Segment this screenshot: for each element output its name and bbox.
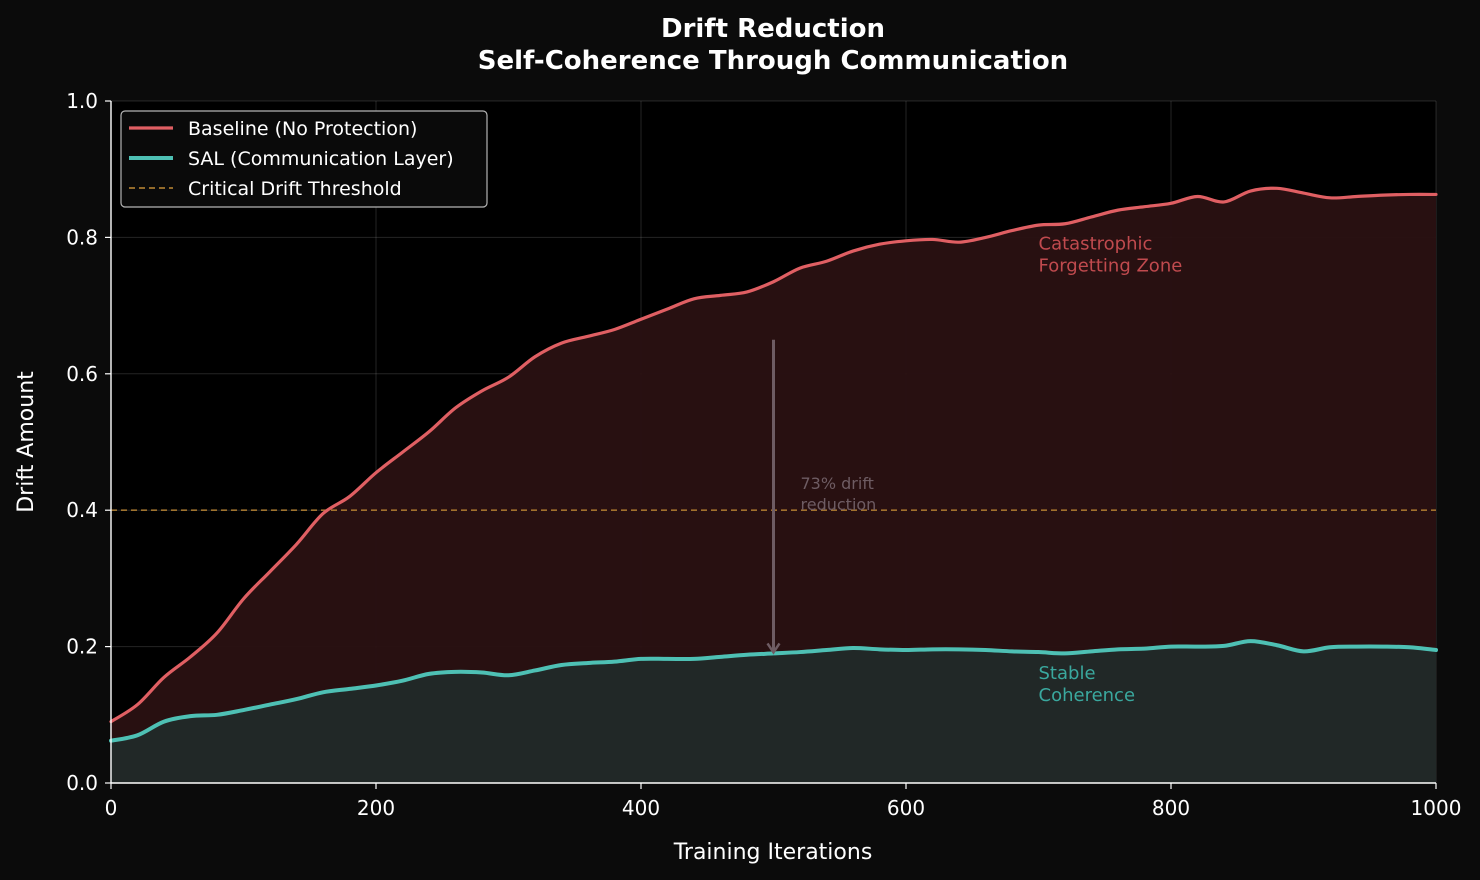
forgetting-zone-label: Catastrophic [1039, 233, 1153, 254]
x-tick-label: 600 [887, 796, 925, 820]
y-tick-label: 0.4 [66, 498, 98, 522]
reduction-label: 73% drift [801, 474, 874, 493]
reduction-label: reduction [801, 495, 877, 514]
baseline-series-line [109, 186, 1438, 724]
y-tick-label: 0.0 [66, 771, 98, 795]
y-tick-label: 0.6 [66, 362, 98, 386]
axes [110, 101, 1436, 784]
y-axis-label: Drift Amount [14, 371, 39, 513]
x-tick-label: 1000 [1411, 796, 1462, 820]
y-tick-label: 0.2 [66, 635, 98, 659]
legend-baseline-label: Baseline (No Protection) [188, 118, 417, 140]
y-tick-label: 0.8 [66, 225, 98, 249]
ticks: 0 200 400 600 800 1000 0.0 0.2 0.4 0.6 0.8 1.0 [66, 89, 1461, 820]
x-tick-label: 400 [622, 796, 660, 820]
chart-subtitle: Self-Coherence Through Communication [478, 46, 1068, 76]
stable-coherence-label: Coherence [1039, 685, 1136, 706]
forgetting-zone-label: Forgetting Zone [1039, 255, 1183, 276]
x-tick-label: 800 [1152, 796, 1190, 820]
x-tick-label: 0 [105, 796, 118, 820]
stable-coherence-label: Stable [1039, 663, 1096, 684]
sal-area-fill [111, 641, 1436, 783]
legend-box [120, 110, 488, 208]
legend: Baseline (No Protection) SAL (Communicati… [120, 110, 488, 208]
y-tick-label: 1.0 [66, 89, 98, 113]
reduction-arrow-head [766, 642, 781, 655]
x-tick-label: 200 [357, 796, 395, 820]
x-axis-label: Training Iterations [673, 840, 873, 865]
chart-title: Drift Reduction [661, 14, 885, 44]
legend-sal-label: SAL (Communication Layer) [188, 148, 454, 170]
legend-threshold-label: Critical Drift Threshold [188, 178, 402, 200]
